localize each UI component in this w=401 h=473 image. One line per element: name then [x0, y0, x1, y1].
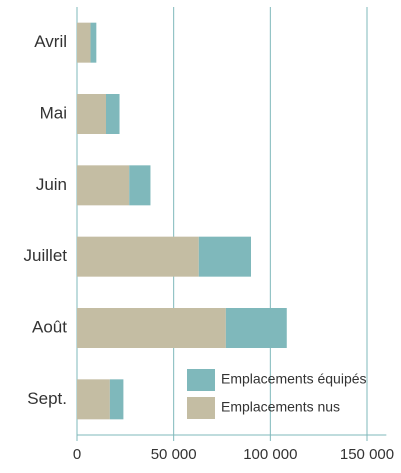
- x-tick-label: 150 000: [340, 446, 394, 463]
- y-tick-label: Sept.: [27, 389, 67, 408]
- legend-swatch: [187, 397, 215, 419]
- bar-segment: [77, 379, 110, 420]
- bar-segment: [77, 94, 106, 134]
- bar-segment: [198, 236, 251, 277]
- bar-segment: [129, 165, 151, 206]
- bar-segment: [77, 22, 91, 63]
- legend-label: Emplacements nus: [221, 399, 340, 415]
- x-tick-label: 50 000: [151, 446, 197, 463]
- bar-segment: [225, 308, 287, 348]
- x-tick-label: 100 000: [243, 446, 297, 463]
- bar-segment: [77, 165, 130, 206]
- y-tick-label: Mai: [40, 103, 67, 122]
- bar-segment: [77, 308, 226, 348]
- legend-label: Emplacements équipés: [221, 371, 367, 387]
- y-tick-label: Avril: [34, 32, 67, 51]
- bar-segment: [77, 236, 199, 277]
- x-tick-label: 0: [73, 446, 81, 463]
- legend-swatch: [187, 369, 215, 391]
- y-tick-label: Juin: [36, 175, 67, 194]
- y-tick-label: Juillet: [24, 246, 68, 265]
- bar-segment: [90, 22, 97, 63]
- bar-segment: [106, 94, 120, 134]
- bar-segment: [109, 379, 124, 420]
- y-tick-label: Août: [32, 317, 67, 336]
